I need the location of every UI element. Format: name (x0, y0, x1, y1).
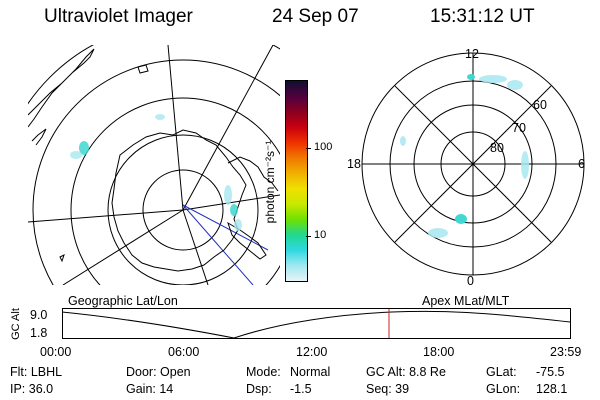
dsp-label: Dsp: (246, 382, 272, 396)
gain-info: Gain: 14 (126, 382, 174, 396)
apex-caption: Apex MLat/MLT (422, 294, 510, 308)
mode-label: Mode: (246, 365, 281, 379)
mlt-label-12: 12 (465, 47, 479, 61)
xtick-0000: 00:00 (40, 345, 72, 359)
altitude-plot (62, 308, 571, 339)
glon-label: GLon: (486, 382, 521, 396)
mlt-label-0: 0 (467, 274, 474, 288)
altitude-ylabel: GC Alt (10, 308, 22, 340)
dsp-value: -1.5 (290, 382, 312, 396)
gc-alt-info: GC Alt: 8.8 Re (366, 365, 446, 379)
mode-value: Normal (290, 365, 331, 379)
colorbar-unit-label: photon cm⁻²s⁻¹ (263, 140, 277, 224)
mlat-label-70: 70 (512, 121, 526, 135)
glat-value: -75.5 (536, 365, 565, 379)
mlat-label-60: 60 (533, 98, 547, 112)
seq-info: Seq: 39 (366, 382, 410, 396)
lat-circle (107, 134, 259, 285)
time-label: 15:31:12 UT (430, 6, 535, 27)
mlat-label-80: 80 (490, 141, 504, 155)
door-info: Door: Open (126, 365, 191, 379)
lat-circle (28, 45, 280, 105)
colorbar-tick (306, 236, 311, 237)
lat-circle (70, 97, 280, 285)
mlt-label-18: 18 (347, 157, 361, 171)
instrument-title: Ultraviolet Imager (44, 6, 193, 27)
xtick-1200: 12:00 (296, 345, 328, 359)
xtick-1800: 18:00 (423, 345, 455, 359)
colorbar-tick-10: 10 (314, 229, 327, 241)
lat-circle (32, 59, 280, 285)
colorbar (285, 80, 308, 282)
glon-value: 128.1 (536, 382, 568, 396)
ip-info: IP: 36.0 (10, 382, 54, 396)
colorbar-tick (306, 148, 311, 149)
glat-label: GLat: (486, 365, 517, 379)
altitude-ytick-1-8: 1.8 (30, 326, 48, 340)
filter-info: Flt: LBHL (10, 365, 63, 379)
lat-circle (142, 169, 224, 251)
date-label: 24 Sep 07 (272, 6, 359, 27)
xtick-0600: 06:00 (168, 345, 200, 359)
geographic-map (28, 45, 280, 285)
mlat-mlt-map (361, 52, 585, 276)
mlt-label-6: 6 (578, 157, 585, 171)
xtick-2359: 23:59 (550, 345, 582, 359)
geographic-caption: Geographic Lat/Lon (68, 294, 178, 308)
altitude-ytick-9: 9.0 (30, 308, 48, 322)
colorbar-tick-100: 100 (314, 141, 333, 153)
